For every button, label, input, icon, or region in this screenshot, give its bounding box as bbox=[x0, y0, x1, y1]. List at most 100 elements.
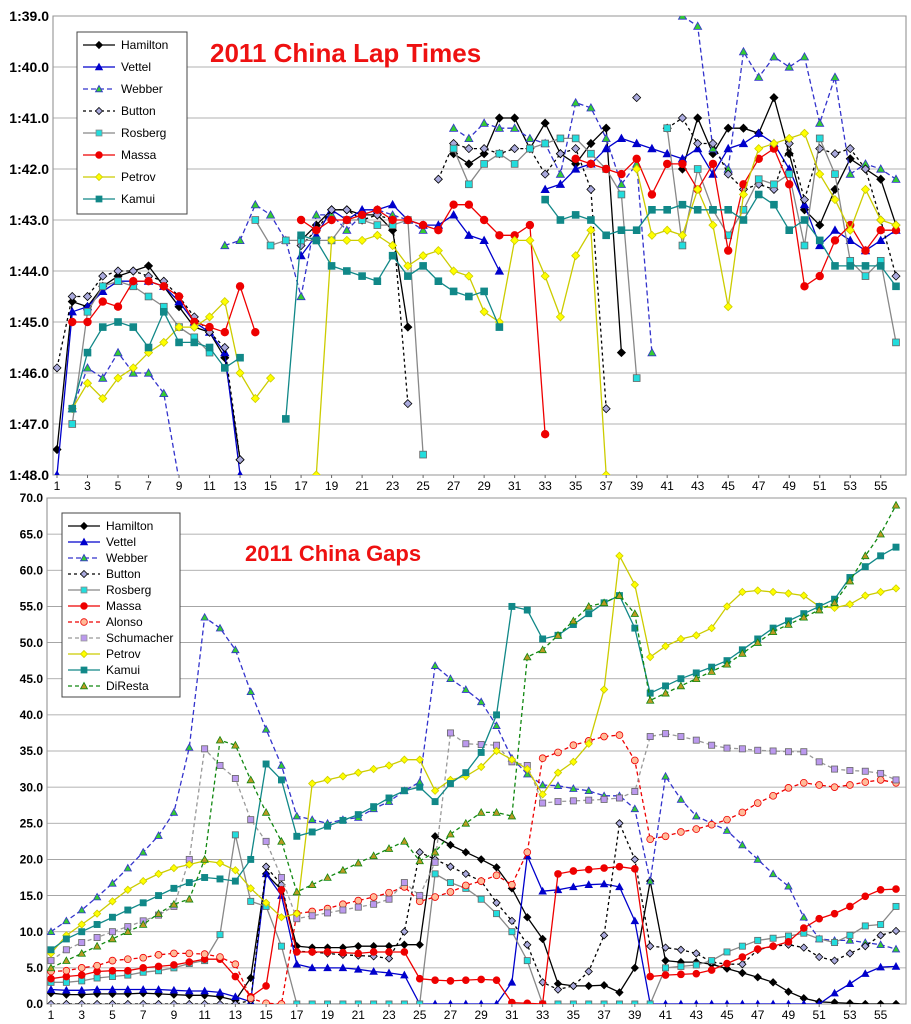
gaps-point-petrov bbox=[876, 587, 885, 597]
gaps-point-button bbox=[77, 999, 86, 1004]
gaps-point-hamilton bbox=[446, 840, 455, 850]
gaps-point-kamui bbox=[277, 776, 285, 784]
gaps-point-vettel bbox=[693, 999, 699, 1004]
lap-times-point-rosberg bbox=[419, 450, 427, 459]
gaps-x-tick-label: 15 bbox=[259, 1008, 273, 1022]
gaps-point-kamui bbox=[508, 602, 516, 610]
lap-times-x-tick-label: 17 bbox=[294, 479, 308, 493]
lap-times-point-hamilton bbox=[616, 348, 626, 358]
gaps-point-alonso bbox=[200, 950, 209, 958]
gaps-point-petrov bbox=[523, 764, 532, 774]
gaps-point-petrov bbox=[92, 909, 102, 918]
gaps-point-diresta bbox=[645, 695, 655, 704]
gaps-point-diresta bbox=[369, 851, 378, 860]
gaps-point-rosberg bbox=[754, 936, 762, 944]
gaps-point-schumacher bbox=[308, 912, 316, 920]
gaps-point-diresta bbox=[62, 956, 71, 964]
lap-times-point-button bbox=[540, 169, 550, 179]
gaps-point-massa bbox=[477, 975, 486, 984]
lap-times-point-kamui bbox=[205, 343, 214, 352]
gaps-point-rosberg bbox=[646, 1000, 654, 1004]
lap-times-point-kamui bbox=[678, 200, 687, 209]
gaps-point-schumacher bbox=[400, 879, 408, 887]
gaps-point-webber bbox=[645, 876, 655, 885]
gaps-point-petrov bbox=[277, 913, 286, 922]
gaps-point-alonso bbox=[753, 799, 762, 807]
lap-times-x-tick-label: 51 bbox=[813, 479, 827, 493]
lap-times-point-petrov bbox=[327, 235, 337, 245]
lap-times-point-massa bbox=[662, 159, 672, 169]
lap-times-point-kamui bbox=[693, 205, 702, 214]
lap-times-point-kamui bbox=[785, 226, 794, 235]
gaps-point-schumacher bbox=[585, 796, 593, 804]
gaps-y-tick-label: 0.0 bbox=[26, 997, 43, 1011]
lap-times-point-kamui bbox=[404, 272, 412, 280]
gaps-point-schumacher bbox=[784, 748, 792, 756]
gaps-point-massa bbox=[369, 948, 378, 956]
gaps-point-petrov bbox=[845, 600, 855, 609]
lap-times-point-petrov bbox=[525, 235, 535, 245]
gaps-point-alonso bbox=[615, 731, 624, 739]
gaps-legend-marker-kamui bbox=[80, 666, 88, 674]
lap-times-point-rosberg bbox=[831, 170, 839, 178]
gaps-point-schumacher bbox=[262, 837, 270, 845]
gaps-point-alonso bbox=[846, 781, 854, 789]
gaps-point-button bbox=[154, 999, 163, 1004]
gaps-point-rosberg bbox=[769, 934, 777, 942]
gaps-point-diresta bbox=[768, 627, 778, 636]
gaps-point-rosberg bbox=[569, 1000, 577, 1004]
gaps-point-diresta bbox=[154, 909, 163, 917]
lap-times-point-rosberg bbox=[861, 272, 870, 280]
gaps-point-diresta bbox=[246, 775, 256, 784]
lap-times-point-webber bbox=[265, 210, 276, 219]
gaps-point-webber bbox=[292, 811, 302, 820]
gaps-point-schumacher bbox=[615, 794, 623, 802]
gaps-point-schumacher bbox=[831, 765, 839, 773]
lap-times-point-petrov bbox=[204, 312, 215, 322]
lap-times-point-massa bbox=[632, 154, 641, 163]
gaps-point-vettel bbox=[845, 979, 855, 988]
gaps-point-button bbox=[553, 985, 563, 994]
lap-times-point-massa bbox=[144, 277, 153, 286]
lap-times-point-kamui bbox=[648, 205, 656, 214]
gaps-point-petrov bbox=[861, 591, 870, 600]
gaps-point-hamilton bbox=[738, 968, 747, 978]
gaps-point-diresta bbox=[47, 963, 56, 972]
gaps-point-alonso bbox=[461, 881, 470, 890]
lap-times-point-webber bbox=[128, 368, 138, 377]
gaps-point-webber bbox=[691, 811, 701, 820]
gaps-point-massa bbox=[600, 864, 608, 872]
gaps-point-massa bbox=[799, 924, 808, 932]
gaps-point-kamui bbox=[539, 635, 547, 643]
lap-times-point-webber bbox=[754, 72, 764, 81]
gaps-point-webber bbox=[753, 855, 763, 863]
gaps-point-diresta bbox=[384, 844, 394, 852]
gaps-point-kamui bbox=[370, 803, 378, 811]
gaps-point-massa bbox=[323, 948, 332, 956]
lap-times-point-rosberg bbox=[98, 282, 107, 291]
gaps-point-button bbox=[738, 960, 747, 969]
gaps-point-schumacher bbox=[47, 957, 55, 965]
gaps-point-webber bbox=[154, 831, 163, 839]
lap-times-point-rosberg bbox=[556, 134, 565, 143]
lap-times-point-massa bbox=[220, 328, 229, 337]
lap-times-point-kamui bbox=[770, 200, 778, 209]
lap-times-point-kamui bbox=[739, 216, 748, 224]
gaps-point-rosberg bbox=[708, 957, 716, 965]
lap-times-point-hamilton bbox=[143, 261, 154, 271]
gaps-point-vettel bbox=[599, 879, 609, 888]
gaps-point-button bbox=[47, 999, 56, 1004]
lap-times-point-webber bbox=[876, 164, 886, 173]
gaps-point-rosberg bbox=[861, 922, 869, 930]
gaps-x-tick-label: 55 bbox=[874, 1008, 888, 1022]
lap-times-point-button bbox=[586, 184, 596, 194]
gaps-point-kamui bbox=[385, 794, 393, 802]
gaps-point-kamui bbox=[124, 906, 132, 914]
gaps-point-vettel bbox=[678, 999, 684, 1004]
gaps-point-diresta bbox=[584, 602, 594, 610]
gaps-point-rosberg bbox=[892, 902, 900, 910]
lap-times-point-hamilton bbox=[540, 118, 550, 128]
gaps-point-kamui bbox=[108, 913, 116, 921]
lap-times-point-webber bbox=[82, 363, 93, 372]
gaps-point-schumacher bbox=[815, 758, 823, 766]
